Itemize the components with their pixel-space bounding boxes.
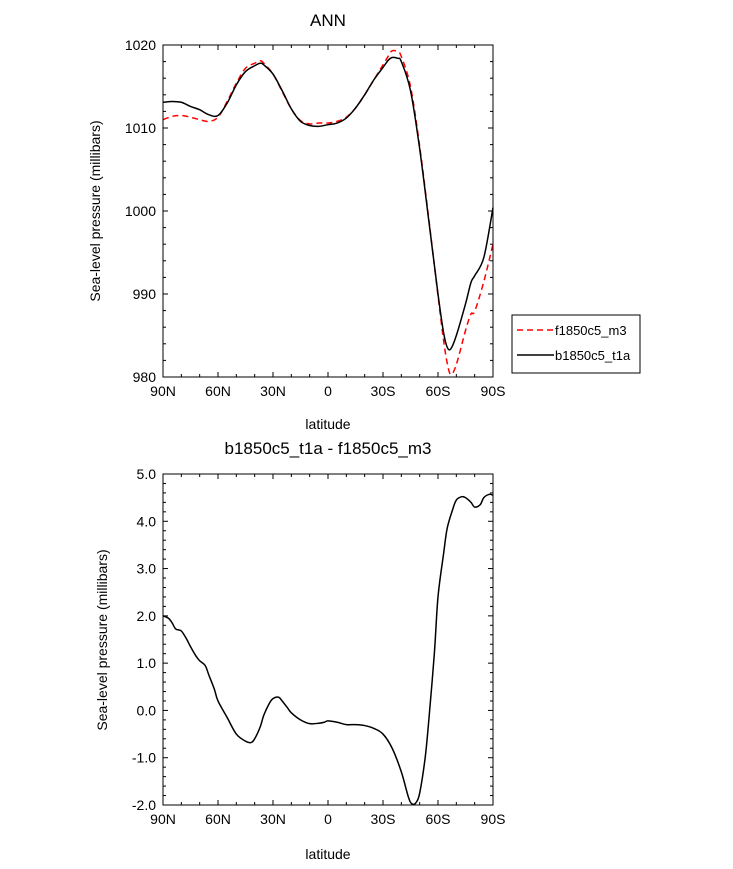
top-y-axis-label: Sea-level pressure (millibars): [87, 120, 103, 301]
top-y-tick-labels: 980 990 1000 1010 1020: [125, 37, 156, 385]
y-tick-label: 0.0: [137, 702, 157, 718]
x-tick-label: 30N: [260, 383, 286, 399]
bottom-panel: b1850c5_t1a - f1850c5_m3 -2.0 -1.0 0.0 1.0 2…: [94, 439, 505, 862]
top-plot-frame: [162, 44, 494, 378]
y-tick-label: 5.0: [137, 466, 157, 482]
x-tick-label: 90N: [150, 383, 176, 399]
bottom-chart-title: b1850c5_t1a - f1850c5_m3: [225, 439, 432, 458]
bottom-y-axis-label: Sea-level pressure (millibars): [94, 549, 110, 730]
bottom-y-tick-labels: -2.0 -1.0 0.0 1.0 2.0 3.0 4.0 5.0: [132, 466, 156, 813]
bottom-series-lines: [162, 493, 494, 806]
x-tick-label: 90S: [481, 383, 506, 399]
y-tick-label: 1000: [125, 203, 156, 219]
x-tick-label: 60S: [426, 383, 451, 399]
bottom-plot-frame: [162, 473, 494, 806]
top-x-axis-label: latitude: [305, 416, 350, 432]
y-tick-label: 4.0: [137, 513, 157, 529]
x-tick-label: 30S: [371, 811, 396, 827]
series-line-f1850c5-m3: [162, 49, 494, 376]
bottom-tick-marks: [162, 473, 494, 806]
y-tick-label: 1010: [125, 120, 156, 136]
y-tick-label: 980: [133, 369, 157, 385]
x-tick-label: 0: [324, 811, 332, 827]
x-tick-label: 60S: [426, 811, 451, 827]
bottom-x-axis-label: latitude: [305, 846, 350, 862]
x-tick-label: 30N: [260, 811, 286, 827]
y-tick-label: 1.0: [137, 655, 157, 671]
legend-label-f1850c5-m3: f1850c5_m3: [555, 323, 627, 338]
top-tick-marks: [162, 44, 494, 378]
legend: f1850c5_m3 b1850c5_t1a: [511, 314, 641, 374]
top-chart-title: ANN: [310, 11, 346, 30]
bottom-x-tick-labels: 90N 60N 30N 0 30S 60S 90S: [150, 811, 505, 827]
x-tick-label: 30S: [371, 383, 396, 399]
y-tick-label: 2.0: [137, 608, 157, 624]
y-tick-label: -1.0: [132, 750, 156, 766]
top-x-tick-labels: 90N 60N 30N 0 30S 60S 90S: [150, 383, 505, 399]
top-series-lines: [162, 49, 494, 376]
y-tick-label: 990: [133, 286, 157, 302]
series-line-b1850c5-t1a-f1850c5-m3: [162, 493, 494, 806]
legend-box: [511, 314, 641, 374]
x-tick-label: 0: [324, 383, 332, 399]
x-tick-label: 60N: [205, 811, 231, 827]
series-line-b1850c5-t1a: [162, 56, 494, 351]
x-tick-label: 90S: [481, 811, 506, 827]
y-tick-label: -2.0: [132, 797, 156, 813]
x-tick-label: 60N: [205, 383, 231, 399]
y-tick-label: 3.0: [137, 561, 157, 577]
y-tick-label: 1020: [125, 37, 156, 53]
legend-label-b1850c5-t1a: b1850c5_t1a: [555, 348, 631, 363]
x-tick-label: 90N: [150, 811, 176, 827]
